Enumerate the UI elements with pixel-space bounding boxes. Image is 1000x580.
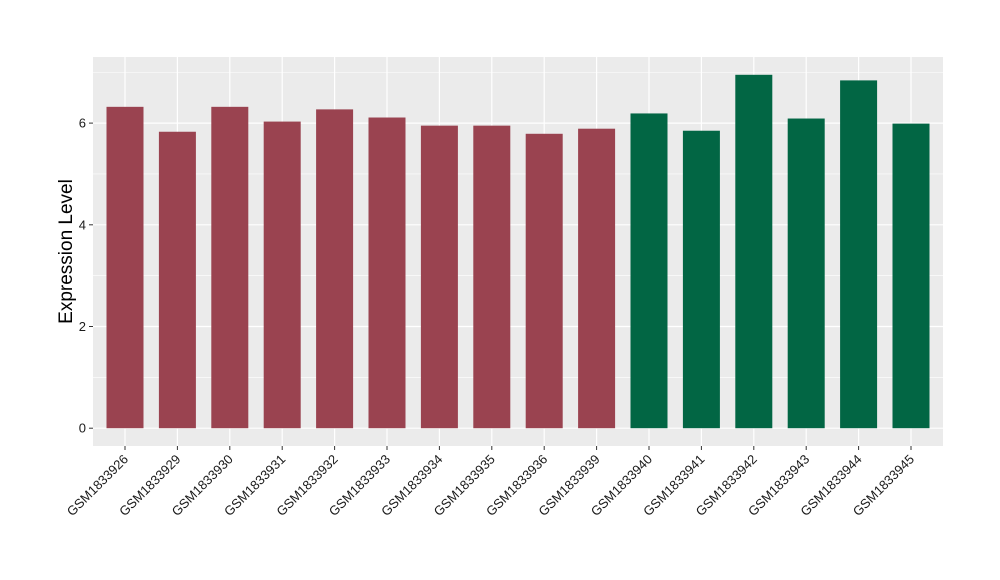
bar-GSM1833936 <box>525 133 563 429</box>
bar-GSM1833931 <box>263 121 301 429</box>
bar-GSM1833943 <box>787 118 825 429</box>
bar-GSM1833932 <box>316 109 354 429</box>
bar-GSM1833929 <box>158 131 196 429</box>
y-tick-label: 4 <box>79 217 86 232</box>
bar-GSM1833926 <box>106 106 144 429</box>
y-tick-label: 2 <box>79 319 86 334</box>
bar-GSM1833930 <box>211 106 249 429</box>
bar-GSM1833941 <box>682 130 720 429</box>
y-axis: 0 2 4 6 <box>79 116 93 436</box>
bar-GSM1833945 <box>892 123 930 429</box>
bars <box>106 74 930 429</box>
bar-GSM1833935 <box>473 125 511 429</box>
bar-GSM1833942 <box>735 74 773 429</box>
bar-GSM1833933 <box>368 117 406 429</box>
bar-GSM1833940 <box>630 113 668 429</box>
bar-GSM1833944 <box>840 80 878 429</box>
bar-GSM1833934 <box>420 125 458 429</box>
y-tick-label: 0 <box>79 421 86 436</box>
y-tick-label: 6 <box>79 116 86 131</box>
bar-GSM1833939 <box>578 128 616 429</box>
x-axis: GSM1833926GSM1833929GSM1833930GSM1833931… <box>64 446 917 519</box>
y-axis-title: Expression Level <box>56 179 77 324</box>
